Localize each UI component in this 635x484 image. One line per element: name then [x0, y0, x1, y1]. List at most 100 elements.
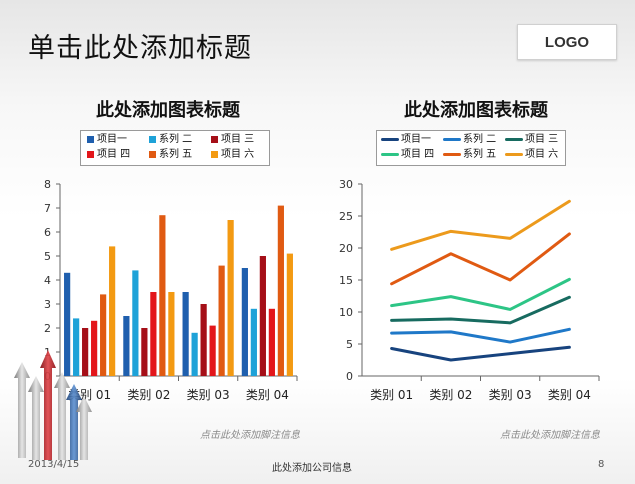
- bar: [241, 268, 248, 376]
- series-line: [390, 199, 571, 251]
- footer-page-number: 8: [598, 459, 605, 470]
- legend-item: 项目一: [87, 134, 127, 146]
- bar-chart-footnote[interactable]: 点击此处添加脚注信息: [200, 430, 300, 441]
- bar: [132, 270, 139, 376]
- legend-label: 项目一: [401, 134, 431, 145]
- bar: [150, 292, 157, 376]
- bar: [250, 308, 257, 376]
- legend-label: 项目 三: [525, 134, 559, 145]
- footer-company[interactable]: 此处添加公司信息: [272, 463, 352, 474]
- bar: [64, 272, 71, 376]
- bar: [209, 325, 216, 376]
- bar: [141, 328, 148, 376]
- bar: [109, 246, 116, 376]
- x-tick-label: 类别 03: [489, 388, 532, 402]
- bar: [91, 320, 98, 376]
- y-tick-label: 7: [44, 202, 51, 215]
- legend-item: 系列 五: [443, 149, 496, 161]
- y-tick-label: 3: [44, 298, 51, 311]
- bar: [100, 294, 107, 376]
- line-chart-legend: 项目一 系列 二 项目 三 项目 四 系列 五 项目 六: [376, 130, 566, 166]
- legend-label: 系列 五: [159, 149, 193, 160]
- legend-label: 系列 二: [463, 134, 497, 145]
- legend-item: 项目 三: [211, 134, 254, 146]
- legend-label: 项目 四: [401, 149, 435, 160]
- y-tick-label: 25: [339, 210, 353, 223]
- legend-swatch: [87, 150, 94, 158]
- legend-swatch: [381, 137, 399, 141]
- legend-swatch: [149, 135, 156, 143]
- legend-swatch: [505, 137, 523, 141]
- logo-placeholder[interactable]: LOGO: [517, 24, 617, 60]
- slide-title[interactable]: 单击此处添加标题: [28, 33, 252, 64]
- legend-swatch: [443, 137, 461, 141]
- legend-label: 系列 二: [159, 134, 193, 145]
- series-line: [390, 295, 571, 325]
- y-tick-label: 10: [339, 306, 353, 319]
- bar-chart-legend: 项目一 系列 二 项目 三 项目 四 系列 五 项目 六: [80, 130, 270, 166]
- legend-item: 项目 四: [87, 149, 130, 161]
- y-tick-label: 8: [44, 178, 51, 191]
- legend-item: 项目 六: [211, 149, 254, 161]
- legend-item: 项目 六: [505, 149, 558, 161]
- legend-swatch: [211, 150, 218, 158]
- bar: [168, 292, 175, 376]
- legend-label: 项目 六: [525, 149, 559, 160]
- bar: [259, 256, 266, 376]
- bar: [277, 205, 284, 376]
- legend-swatch: [505, 152, 523, 156]
- x-tick-label: 类别 02: [429, 388, 472, 402]
- series-line: [390, 277, 571, 311]
- bar: [268, 308, 275, 376]
- x-tick-label: 类别 04: [548, 388, 591, 402]
- bar: [182, 292, 189, 376]
- y-tick-label: 15: [339, 274, 353, 287]
- y-tick-label: 30: [339, 178, 353, 191]
- series-line: [390, 327, 571, 344]
- y-tick-label: 20: [339, 242, 353, 255]
- legend-item: 系列 二: [443, 134, 496, 146]
- arrows-decoration-graphic: [14, 350, 92, 460]
- y-tick-label: 5: [44, 250, 51, 263]
- series-line: [390, 345, 571, 362]
- x-tick-label: 类别 04: [246, 388, 289, 402]
- footer-date: 2013/4/15: [28, 459, 80, 470]
- line-chart-title[interactable]: 此处添加图表标题: [404, 100, 548, 121]
- legend-swatch: [149, 150, 156, 158]
- bar: [286, 253, 293, 376]
- bar: [227, 220, 234, 376]
- legend-label: 项目 四: [97, 149, 131, 160]
- bar: [191, 332, 198, 376]
- legend-item: 项目 三: [505, 134, 558, 146]
- bar: [159, 215, 166, 376]
- legend-item: 项目 四: [381, 149, 434, 161]
- legend-swatch: [211, 135, 218, 143]
- legend-label: 项目 三: [221, 134, 255, 145]
- bar: [123, 316, 130, 376]
- y-tick-label: 6: [44, 226, 51, 239]
- line-chart-footnote[interactable]: 点击此处添加脚注信息: [500, 430, 600, 441]
- bar: [200, 304, 207, 376]
- legend-label: 项目 六: [221, 149, 255, 160]
- legend-swatch: [87, 135, 94, 143]
- legend-swatch: [381, 152, 399, 156]
- x-tick-label: 类别 03: [187, 388, 230, 402]
- legend-item: 项目一: [381, 134, 431, 146]
- x-tick-label: 类别 01: [370, 388, 413, 402]
- bar-chart-title[interactable]: 此处添加图表标题: [96, 100, 240, 121]
- legend-label: 系列 五: [463, 149, 497, 160]
- legend-label: 项目一: [97, 134, 127, 145]
- legend-item: 系列 二: [149, 134, 192, 146]
- line-chart: 0 5 10 15 20 25 30 类别 01 类别 02 类别 03 类别 04: [339, 178, 600, 402]
- legend-swatch: [443, 152, 461, 156]
- legend-item: 系列 五: [149, 149, 192, 161]
- y-tick-label: 2: [44, 322, 51, 335]
- bar: [218, 265, 225, 376]
- x-tick-label: 类别 02: [127, 388, 170, 402]
- series-line: [390, 232, 571, 286]
- bar: [73, 318, 80, 376]
- y-tick-label: 5: [346, 338, 353, 351]
- bar: [82, 328, 89, 376]
